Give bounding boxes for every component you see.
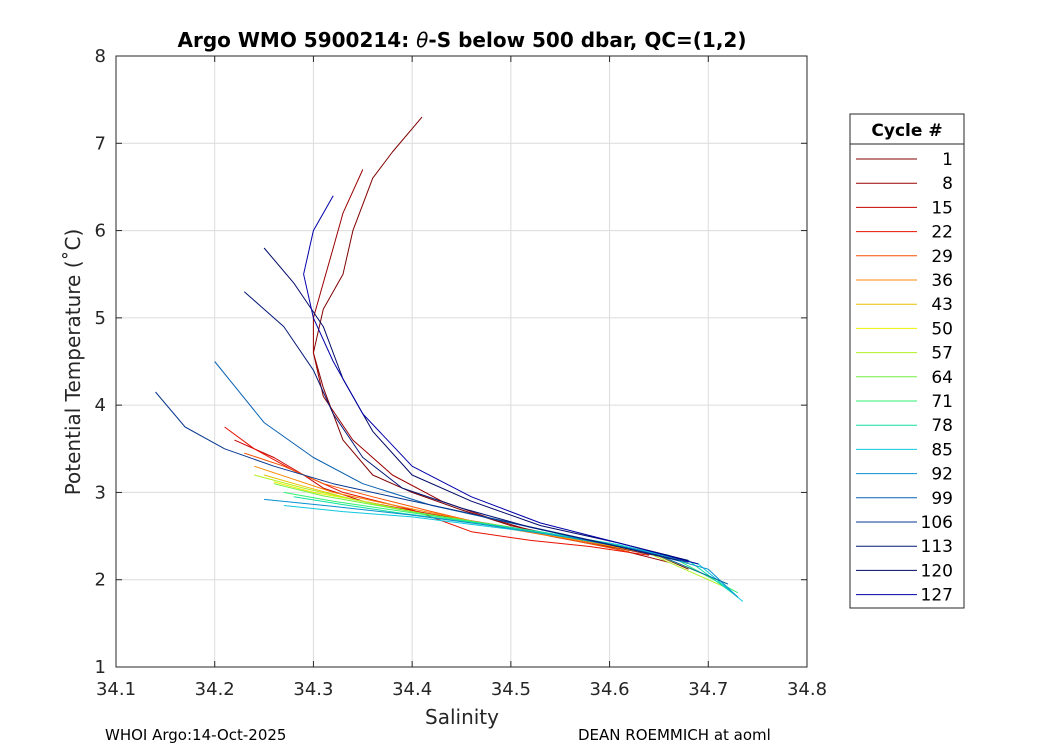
y-axis-ticks: 1 2 3 4 5 6 7 8 [95,46,807,678]
y-tick-label: 5 [95,308,106,329]
series-line-cycle-127 [303,195,699,565]
x-tick-label: 34.4 [392,679,432,700]
legend-title: Cycle # [871,121,942,141]
legend-box [849,113,965,609]
x-tick-label: 34.1 [96,679,136,700]
legend-label-113: 113 [921,537,953,557]
legend-label-29: 29 [931,247,953,267]
series-line-cycle-36 [254,465,650,554]
legend-label-22: 22 [931,223,953,243]
series-line-cycle-78 [293,496,739,598]
legend-label-64: 64 [931,368,953,388]
legend: Cycle # 18152229364350576471788592991061… [849,113,965,609]
x-tick-label: 34.8 [787,679,827,700]
y-tick-label: 4 [95,395,106,416]
series-line-cycle-92 [264,498,739,598]
series-line-cycle-1 [312,116,689,570]
legend-label-15: 15 [931,198,953,218]
y-axis-label: Potential Temperature (˚C) [61,229,85,496]
footer-right: DEAN ROEMMICH at aoml [578,726,771,744]
y-tick-label: 3 [95,482,106,503]
legend-label-99: 99 [931,489,953,509]
legend-label-92: 92 [931,465,953,485]
legend-label-36: 36 [931,271,953,291]
series-line-cycle-113 [243,291,679,561]
legend-label-57: 57 [931,344,953,364]
x-tick-label: 34.3 [293,679,333,700]
legend-label-71: 71 [931,392,953,412]
series-line-cycle-85 [283,505,744,602]
legend-label-8: 8 [942,174,953,194]
series-line-cycle-106 [155,391,689,563]
chart-title: Argo WMO 5900214: θ-S below 500 dbar, QC… [178,28,747,52]
legend-label-120: 120 [921,561,953,581]
plot-area-frame [115,55,808,668]
x-tick-label: 34.5 [491,679,531,700]
y-tick-label: 1 [95,657,106,678]
x-tick-label: 34.7 [688,679,728,700]
y-tick-label: 2 [95,570,106,591]
y-tick-label: 6 [95,221,106,242]
legend-entries: 1 8 15 22 29 36 43 50 57 64 71 78 85 92 99 106 113 120 127 [856,150,953,606]
legend-label-127: 127 [921,586,953,606]
x-tick-label: 34.6 [590,679,630,700]
x-axis-ticks: 34.1 34.2 34.3 34.4 34.5 34.6 34.7 34.8 [96,56,827,700]
x-tick-label: 34.2 [195,679,235,700]
legend-label-85: 85 [931,440,953,460]
grid-lines [116,56,807,667]
legend-label-106: 106 [921,513,953,533]
legend-label-50: 50 [931,319,953,339]
series-line-cycle-22 [224,426,650,556]
legend-label-78: 78 [931,416,953,436]
legend-label-43: 43 [931,295,953,315]
y-tick-label: 8 [95,46,106,67]
x-axis-label: Salinity [425,705,499,729]
legend-label-1: 1 [942,150,953,170]
series-lines [155,116,744,602]
series-line-cycle-64 [273,483,729,585]
series-line-cycle-120 [263,247,689,561]
y-tick-label: 7 [95,133,106,154]
footer-left: WHOI Argo:14-Oct-2025 [105,726,287,744]
